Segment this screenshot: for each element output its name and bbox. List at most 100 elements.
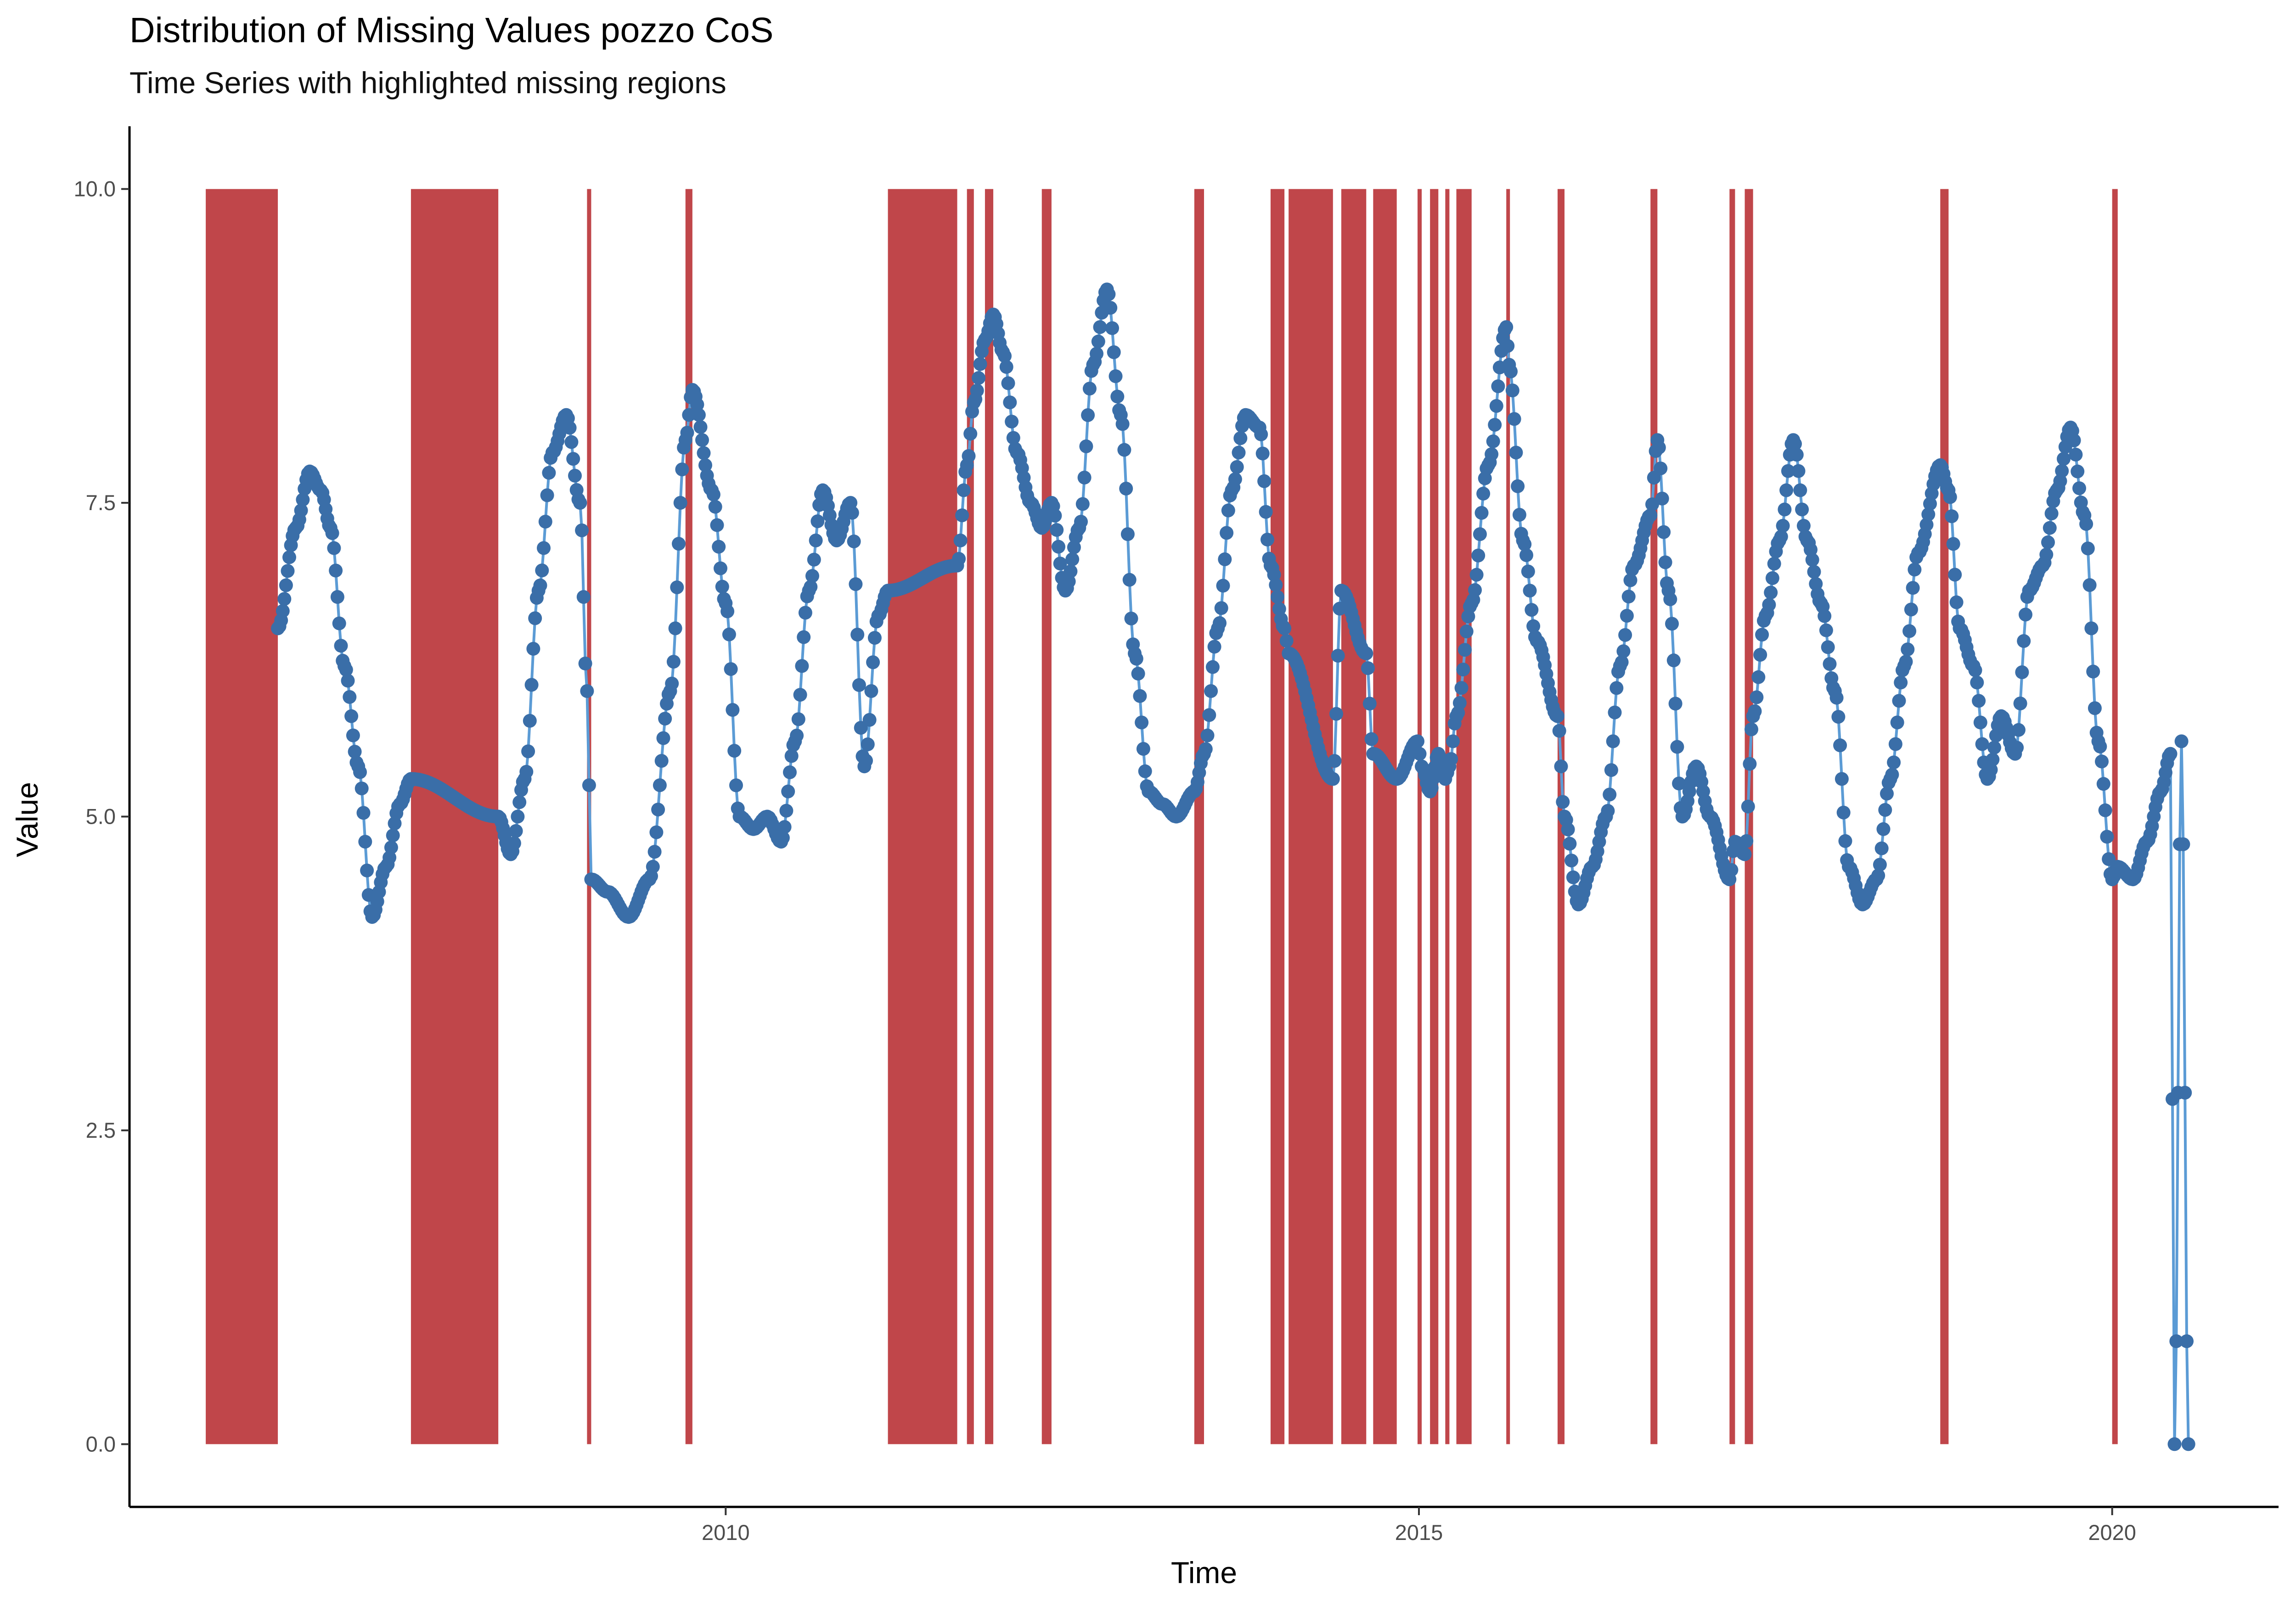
data-point-733 <box>1511 479 1525 493</box>
data-point-152 <box>526 642 540 656</box>
data-point-242 <box>680 426 694 440</box>
data-point-317 <box>809 534 823 548</box>
data-point-945 <box>1873 858 1887 872</box>
data-point-351 <box>867 631 882 645</box>
data-point-709 <box>1471 548 1486 562</box>
data-point-954 <box>1888 737 1902 751</box>
data-point-824 <box>1665 617 1679 631</box>
data-point-820 <box>1658 555 1672 569</box>
data-point-737 <box>1518 537 1532 551</box>
data-point-316 <box>807 552 821 567</box>
data-point-143 <box>511 809 525 824</box>
data-point-1069 <box>2086 664 2100 679</box>
data-point-184 <box>582 778 596 792</box>
data-point-906 <box>1805 553 1819 567</box>
data-point-924 <box>1836 805 1851 820</box>
data-point-504 <box>1124 612 1138 626</box>
data-point-817 <box>1654 461 1668 476</box>
missing-region-6 <box>985 189 994 1444</box>
data-point-253 <box>698 458 712 472</box>
data-point-787 <box>1603 787 1617 802</box>
data-point-52 <box>358 835 372 849</box>
data-point-470 <box>1065 552 1080 567</box>
data-point-14 <box>294 503 308 517</box>
data-point-711 <box>1474 506 1489 520</box>
data-point-590 <box>1271 590 1284 604</box>
data-point-258 <box>706 488 720 502</box>
data-point-1050 <box>2053 474 2067 488</box>
data-point-475 <box>1074 515 1088 529</box>
data-point-1067 <box>2082 578 2097 592</box>
data-point-876 <box>1753 648 1767 662</box>
x-axis-title: Time <box>1171 1556 1237 1590</box>
data-point-888 <box>1774 529 1788 544</box>
data-point-644 <box>1361 661 1375 675</box>
data-point-881 <box>1762 598 1776 612</box>
data-point-485 <box>1091 334 1105 348</box>
data-point-342 <box>852 678 866 692</box>
data-point-183 <box>580 684 594 698</box>
data-point-900 <box>1795 502 1809 517</box>
data-point-701 <box>1458 643 1472 657</box>
data-point-259 <box>708 500 722 514</box>
data-point-916 <box>1823 657 1837 671</box>
data-point-794 <box>1615 655 1629 669</box>
data-point-1065 <box>2079 517 2093 531</box>
data-point-899 <box>1793 483 1807 497</box>
data-point-250 <box>693 420 708 434</box>
data-point-479 <box>1081 408 1095 422</box>
missing-region-23 <box>2112 189 2118 1444</box>
data-point-952 <box>1885 768 1899 782</box>
data-point-742 <box>1526 619 1541 633</box>
data-point-719 <box>1488 418 1502 432</box>
data-point-307 <box>791 712 805 726</box>
data-point-730 <box>1505 383 1519 398</box>
missing-region-15 <box>1445 189 1450 1444</box>
data-point-350 <box>866 655 880 669</box>
data-point-150 <box>523 714 537 728</box>
data-point-469 <box>1064 564 1078 579</box>
data-point-339 <box>847 534 861 549</box>
data-point-812 <box>1645 497 1659 511</box>
data-point-957 <box>1894 675 1908 690</box>
data-point-707 <box>1468 583 1482 597</box>
data-point-568 <box>1233 431 1248 445</box>
data-point-45 <box>346 728 360 742</box>
data-point-415 <box>973 357 987 371</box>
data-point-318 <box>810 514 825 528</box>
data-point-159 <box>538 515 552 529</box>
data-point-174 <box>564 435 579 449</box>
data-point-734 <box>1512 508 1526 522</box>
data-point-559 <box>1218 552 1232 567</box>
data-point-43 <box>343 690 357 704</box>
data-point-920 <box>1829 691 1844 705</box>
data-point-788 <box>1604 763 1618 777</box>
data-point-549 <box>1200 728 1215 742</box>
chart-subtitle: Time Series with highlighted missing reg… <box>129 66 726 100</box>
data-point-826 <box>1668 697 1683 711</box>
data-point-161 <box>542 466 556 480</box>
data-point-700 <box>1456 663 1470 677</box>
data-point-432 <box>1001 376 1015 390</box>
data-point-870 <box>1743 757 1757 771</box>
data-point-738 <box>1519 548 1533 562</box>
data-point-314 <box>804 580 818 594</box>
data-point-944 <box>1871 868 1885 882</box>
data-point-721 <box>1491 379 1505 393</box>
missing-region-5 <box>967 189 974 1444</box>
missing-region-22 <box>1940 189 1949 1444</box>
data-point-144 <box>512 795 527 809</box>
missing-region-20 <box>1729 189 1735 1444</box>
data-point-267 <box>722 627 736 641</box>
data-point-53 <box>360 863 374 877</box>
data-point-953 <box>1887 755 1901 770</box>
data-point-477 <box>1077 471 1092 485</box>
data-point-923 <box>1835 772 1849 786</box>
data-point-624 <box>1328 754 1342 768</box>
data-point-501 <box>1119 482 1133 496</box>
data-point-338 <box>845 506 859 520</box>
data-point-409 <box>963 427 978 441</box>
data-point-955 <box>1890 715 1904 730</box>
data-point-583 <box>1259 505 1273 519</box>
